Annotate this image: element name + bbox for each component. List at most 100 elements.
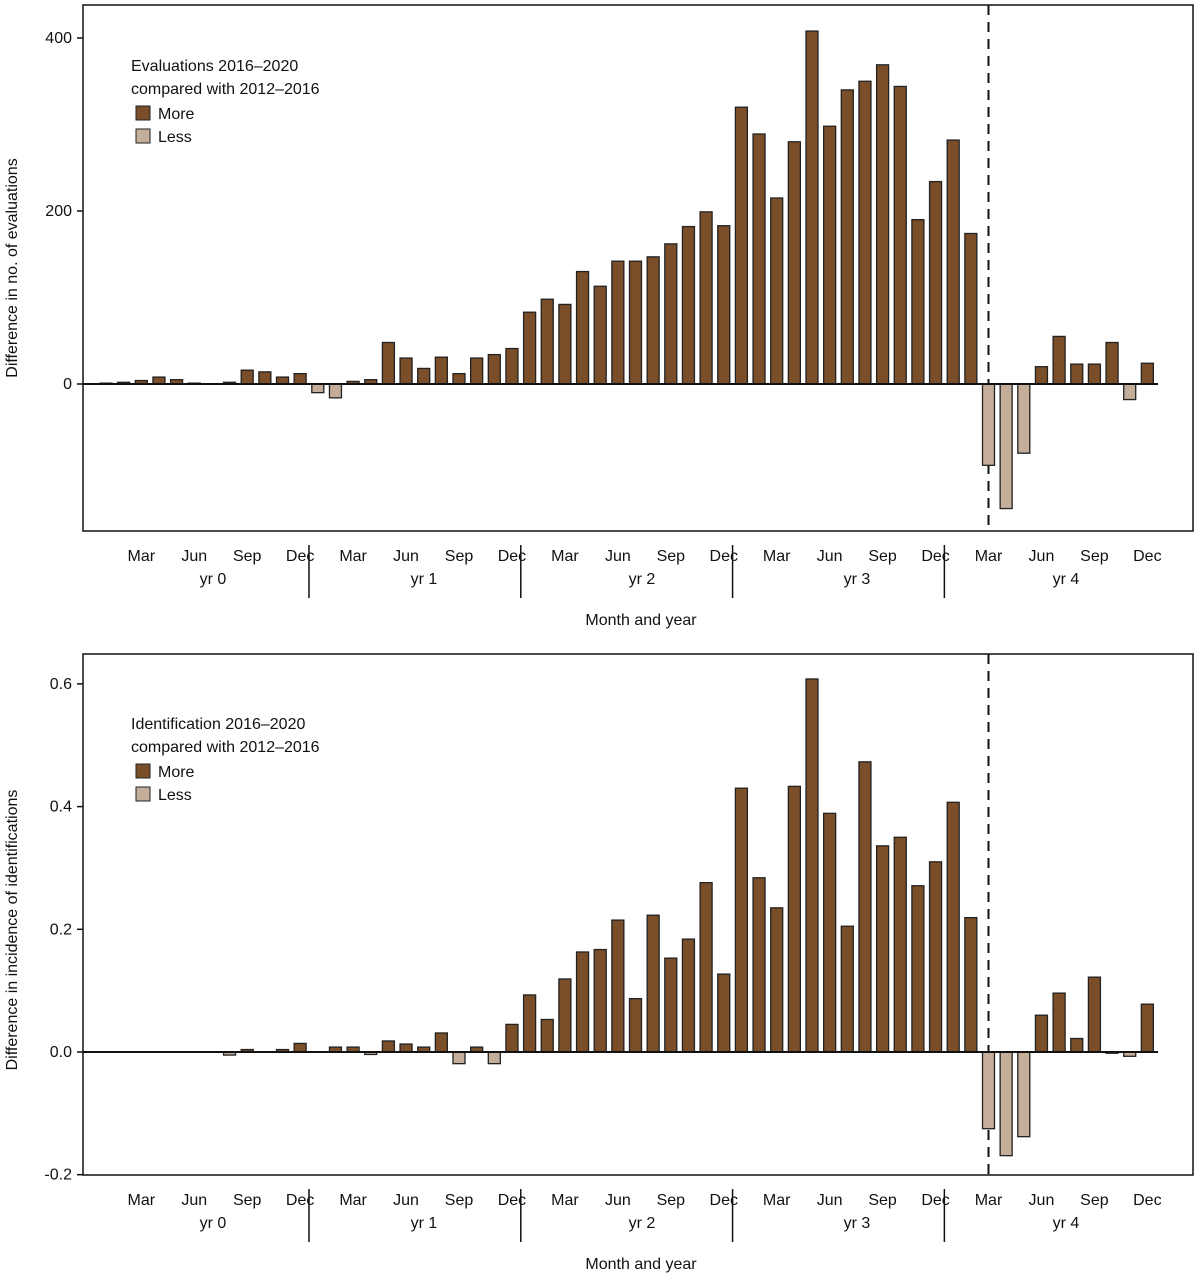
bar-yr1-m1	[311, 383, 325, 394]
bar-yr2-m8	[646, 256, 660, 385]
bar-yr1-m8	[434, 1032, 449, 1053]
x-tick-label-year: yr 0	[200, 571, 227, 588]
x-axis-label: Month and year	[585, 1256, 697, 1273]
x-tick-label-year: yr 1	[411, 1215, 438, 1232]
bar-yr1-m8	[434, 356, 449, 385]
panel-identifications: 0.6 0.4 0.2 0.0 -0.2 Mar Jun Sep Dec yr 0 Mar Jun S…	[4, 653, 1194, 1273]
x-tick-label-year: yr 3	[844, 1215, 871, 1232]
bar-yr4-m7	[1052, 335, 1066, 385]
x-tick-label-month: Dec	[921, 548, 949, 565]
bar-yr4-m7	[1052, 992, 1066, 1053]
bar-yr2-m5	[593, 285, 607, 385]
x-tick-label-month: Sep	[445, 548, 474, 565]
bar-yr1-m10	[469, 357, 484, 385]
legend-label-more: More	[158, 106, 195, 123]
bar-yr3-m10	[893, 836, 907, 1053]
bar-yr4-m2	[964, 916, 978, 1053]
y-tick-label: 400	[45, 30, 72, 47]
x-tick-label-month: Sep	[233, 548, 262, 565]
x-tick-label-month: Jun	[393, 1192, 419, 1209]
x-tick-label-month: Mar	[551, 1192, 579, 1209]
bar-yr2-m7	[628, 260, 643, 385]
x-tick-label-month: Sep	[657, 548, 686, 565]
bar-yr3-m6	[823, 125, 837, 385]
bar-yr3-m10	[893, 85, 907, 385]
y-ticks: 400 200 0	[45, 30, 83, 393]
legend-label-more: More	[158, 764, 195, 781]
x-tick-label-year: yr 4	[1053, 1215, 1080, 1232]
bar-yr4-m5	[1017, 1051, 1031, 1138]
bar-yr4-m12	[1140, 362, 1154, 385]
bar-yr1-m5	[381, 341, 396, 385]
bar-yr1-m9	[452, 1051, 466, 1065]
x-tick-label-year: yr 1	[411, 571, 438, 588]
bar-yr4-m4	[999, 1051, 1013, 1157]
y-tick-label: 0.0	[50, 1044, 72, 1061]
y-tick-label: 0.6	[50, 676, 72, 693]
bar-yr4-m3	[981, 1051, 996, 1130]
bar-yr3-m1	[734, 787, 749, 1053]
x-tick-label-month: Mar	[339, 548, 367, 565]
x-tick-label-month: Jun	[181, 548, 207, 565]
legend-swatch-less	[135, 128, 151, 144]
bar-yr3-m6	[823, 812, 837, 1053]
bar-yr4-m1	[946, 139, 960, 385]
legend-swatch-less	[135, 786, 151, 802]
bar-yr4-m11	[1123, 383, 1137, 401]
bar-yr1-m6	[399, 357, 413, 385]
bar-yr4-m6	[1034, 366, 1049, 385]
legend: Evaluations 2016–2020 compared with 2012…	[131, 58, 320, 146]
x-tick-label-month: Dec	[498, 548, 526, 565]
bar-yr3-m9	[875, 845, 890, 1053]
y-tick-label: 0.2	[50, 921, 72, 938]
bar-yr1-m12	[505, 347, 519, 385]
x-tick-label-month: Jun	[605, 1192, 631, 1209]
x-tick-label-year: yr 0	[200, 1215, 227, 1232]
legend-swatch-more	[135, 105, 151, 121]
x-tick-label-month: Mar	[128, 548, 156, 565]
bar-yr1-m12	[505, 1023, 519, 1053]
x-tick-label-month: Sep	[233, 1192, 262, 1209]
bar-yr4-m6	[1034, 1014, 1049, 1053]
bar-yr3-m9	[875, 64, 890, 385]
bar-yr3-m3	[770, 907, 784, 1053]
x-tick-label-month: Mar	[339, 1192, 367, 1209]
bar-yr3-m3	[770, 197, 784, 385]
bar-yr2-m7	[628, 997, 643, 1053]
bar-yr2-m8	[646, 914, 660, 1053]
x-tick-label-month: Jun	[817, 548, 843, 565]
bar-yr0-m10	[258, 371, 272, 385]
bars	[83, 654, 1158, 1175]
x-tick-label-month: Sep	[868, 548, 897, 565]
x-tick-label-month: Dec	[710, 1192, 738, 1209]
bar-yr2-m9	[664, 243, 678, 385]
bar-yr1-m11	[487, 353, 501, 385]
x-tick-label-month: Mar	[763, 548, 791, 565]
bar-yr4-m3	[981, 383, 996, 466]
bar-yr1-m2	[328, 383, 343, 399]
x-tick-label-month: Mar	[975, 548, 1003, 565]
bar-yr2-m9	[664, 957, 678, 1053]
bar-yr3-m11	[911, 885, 925, 1053]
bar-yr4-m5	[1017, 383, 1031, 454]
bar-yr2-m4	[575, 270, 590, 385]
bar-yr2-m6	[611, 919, 625, 1053]
bar-yr2-m12	[717, 973, 731, 1053]
legend: Identification 2016–2020 compared with 2…	[131, 716, 320, 804]
bar-yr2-m6	[611, 260, 625, 385]
bar-yr3-m12	[928, 180, 943, 385]
bar-yr2-m5	[593, 948, 607, 1053]
x-axis: Mar Jun Sep Dec yr 0 Mar Jun Sep Dec yr 1 Mar Jun Se…	[128, 545, 1162, 598]
bar-yr2-m1	[522, 311, 537, 385]
legend-title-1: Identification 2016–2020	[131, 716, 305, 733]
y-tick-label: 0	[63, 376, 72, 393]
x-tick-label-month: Sep	[657, 1192, 686, 1209]
panel-evaluations: 400 200 0 Mar Jun Sep Dec yr 0 Mar Jun Sep Dec yr 1…	[4, 4, 1194, 629]
x-tick-label-month: Dec	[1133, 548, 1161, 565]
plot-frame	[82, 4, 1194, 532]
bar-yr0-m9	[240, 369, 254, 385]
bar-yr3-m12	[928, 861, 943, 1053]
bar-yr0-m12	[293, 372, 307, 385]
plot-frame	[82, 653, 1194, 1176]
